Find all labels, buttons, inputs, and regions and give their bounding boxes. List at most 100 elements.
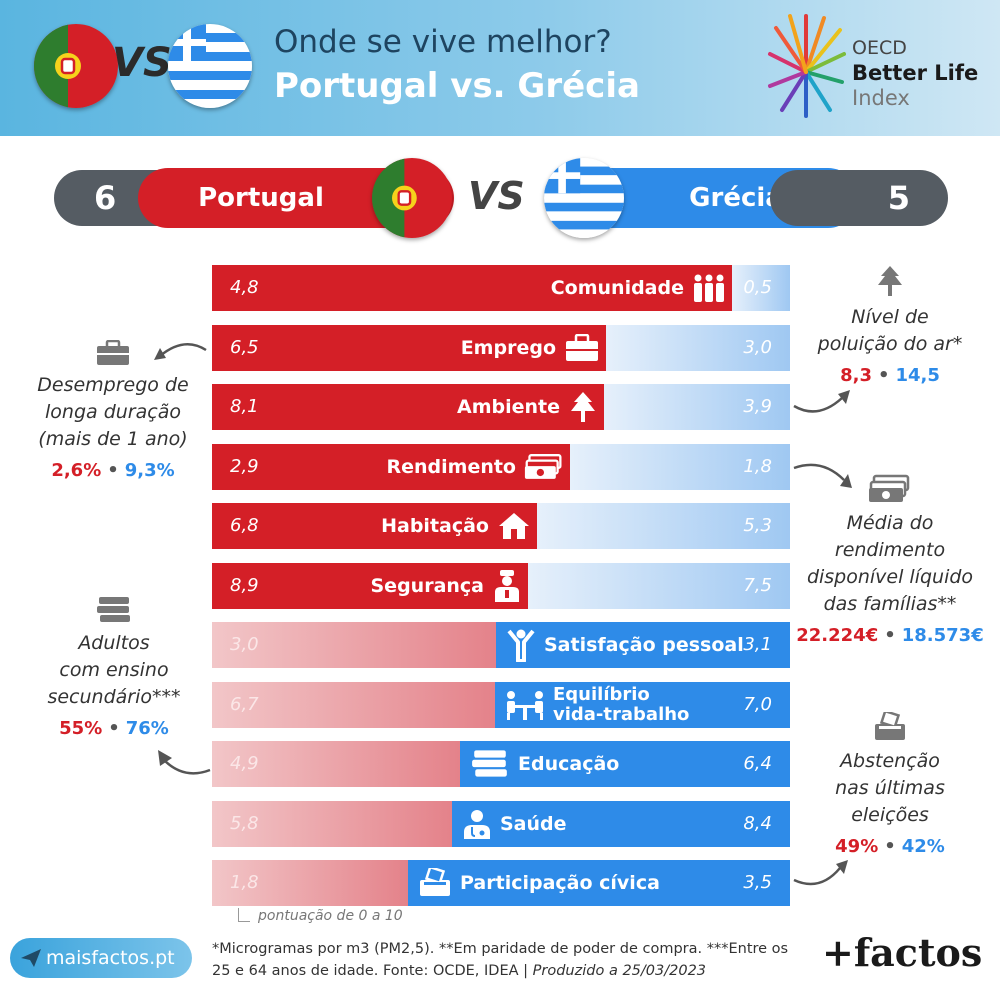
note-education-pt: 55% <box>59 718 103 739</box>
bar-row-ambiente: 8,1 3,9 Ambiente <box>212 384 790 430</box>
note-education-line-3: secundário*** <box>47 686 181 708</box>
note-air-line-2: poluição do ar* <box>817 333 963 355</box>
curved-arrow-icon <box>158 750 211 775</box>
footnote-text: *Microgramas por m3 (PM2,5). **Em parida… <box>212 941 789 979</box>
category-name: Ambiente <box>457 396 560 418</box>
note-income-line-1: Média do <box>846 512 934 534</box>
books-icon <box>470 749 510 779</box>
portugal-bar <box>212 384 604 430</box>
footnote-date: Produzido a 25/03/2023 <box>532 963 707 979</box>
note-abstention: Abstenção nas últimas eleições 49% • 42% <box>800 712 980 860</box>
portugal-bar <box>212 265 732 311</box>
footnote: *Microgramas por m3 (PM2,5). **Em parida… <box>212 938 798 982</box>
portugal-bar <box>212 860 408 906</box>
note-unemployment-line-2: longa duração <box>45 401 181 423</box>
portugal-value: 6,5 <box>230 337 259 358</box>
category-label-satisfacao-pessoal: Satisfação pessoal <box>506 622 744 668</box>
curved-arrow-icon <box>793 860 848 886</box>
bar-row-emprego: 6,5 3,0 Emprego <box>212 325 790 371</box>
portugal-bar <box>212 622 496 668</box>
note-air-gr: 14,5 <box>895 365 940 386</box>
house-icon <box>497 511 531 541</box>
portugal-bar <box>212 325 606 371</box>
oecd-line-3: Index <box>852 86 910 110</box>
category-name: Rendimento <box>386 456 516 478</box>
greece-bar <box>408 860 790 906</box>
note-unemployment-line-1: Desemprego de <box>37 374 189 396</box>
scale-note: pontuação de 0 a 10 <box>238 908 403 924</box>
category-name: Saúde <box>500 813 567 835</box>
greece-value: 3,0 <box>743 337 772 358</box>
portugal-value: 4,8 <box>230 277 259 298</box>
ballot-box-icon <box>875 712 905 740</box>
vs-label: VS <box>112 40 172 86</box>
portugal-value: 5,8 <box>230 813 259 834</box>
portugal-value: 6,8 <box>230 515 259 536</box>
greece-value: 7,5 <box>743 575 772 596</box>
oecd-starburst-icon <box>768 14 846 118</box>
police-icon <box>492 569 522 603</box>
portugal-value: 1,8 <box>230 872 259 893</box>
note-education: Adultos com ensino secundário*** 55% • 76% <box>22 596 206 742</box>
curved-arrow-icon <box>793 390 850 413</box>
bar-row-participacao-civica: 1,8 3,5 Participação cívica <box>212 860 790 906</box>
note-unemployment-line-3: (mais de 1 ano) <box>38 428 188 450</box>
note-income-line-3: disponível líquido <box>806 566 974 588</box>
note-unemployment-gr: 9,3% <box>124 460 175 481</box>
category-name: Segurança <box>370 575 485 597</box>
bar-row-saude: 5,8 8,4 Saúde <box>212 801 790 847</box>
note-abstention-line-2: nas últimas <box>835 777 945 799</box>
tree-icon <box>878 266 902 296</box>
category-label-comunidade: Comunidade <box>551 265 726 311</box>
category-label-seguranca: Segurança <box>371 563 523 609</box>
greece-bar <box>495 682 790 728</box>
note-income: Média do rendimento disponível líquido d… <box>790 474 990 649</box>
ballot-box-icon <box>418 868 452 898</box>
briefcase-icon <box>564 334 600 362</box>
note-income-line-2: rendimento <box>834 539 946 561</box>
portugal-bar <box>212 682 495 728</box>
bar-row-habitacao: 6,8 5,3 Habitação <box>212 503 790 549</box>
person-arms-up-icon <box>506 628 536 662</box>
greece-bar <box>528 563 790 609</box>
oecd-wordmark: OECD Better Life Index <box>852 36 978 111</box>
bar-row-rendimento: 2,9 1,8 Rendimento <box>212 444 790 490</box>
portugal-value: 2,9 <box>230 456 259 477</box>
category-name: Educação <box>518 753 620 775</box>
greece-score: 5 <box>770 170 948 226</box>
category-label-emprego: Emprego <box>461 325 600 371</box>
greece-value: 6,4 <box>743 753 772 774</box>
greece-value: 3,1 <box>743 634 772 655</box>
portugal-name: Portugal <box>198 183 324 213</box>
bracket-icon <box>238 908 250 922</box>
oecd-line-1: OECD <box>852 37 907 59</box>
portugal-flag-icon <box>372 158 452 238</box>
scale-note-text: pontuação de 0 a 10 <box>258 908 403 924</box>
category-label-saude: Saúde <box>462 801 567 847</box>
greece-bar <box>570 444 790 490</box>
greece-value: 3,5 <box>743 872 772 893</box>
note-air-line-1: Nível de <box>851 306 929 328</box>
portugal-bar <box>212 444 570 490</box>
separator-dot: • <box>884 836 896 857</box>
portugal-value: 3,0 <box>230 634 259 655</box>
people-at-table-icon <box>505 689 545 721</box>
curved-arrow-icon <box>793 463 852 488</box>
brand-logo: +factos <box>822 930 983 975</box>
portugal-value: 6,7 <box>230 694 259 715</box>
note-unemployment-pt: 2,6% <box>51 460 102 481</box>
greece-value: 0,5 <box>743 277 772 298</box>
category-label-habitacao: Habitação <box>381 503 531 549</box>
bar-row-satisfacao-pessoal: 3,0 3,1 Satisfação pessoal <box>212 622 790 668</box>
greece-value: 1,8 <box>743 456 772 477</box>
portugal-flag-icon <box>34 24 118 108</box>
note-education-line-2: com ensino <box>59 659 169 681</box>
bar-row-educacao: 4,9 6,4 Educação <box>212 741 790 787</box>
separator-dot: • <box>884 625 896 646</box>
site-link[interactable]: maisfactos.pt <box>10 938 192 978</box>
greece-name: Grécia <box>689 183 783 213</box>
category-label-equilibrio-vida-trabalho: Equilíbrio vida-trabalho <box>505 682 689 728</box>
site-link-text: maisfactos.pt <box>46 947 175 969</box>
category-label-educacao: Educação <box>470 741 619 787</box>
portugal-value: 8,1 <box>230 396 259 417</box>
